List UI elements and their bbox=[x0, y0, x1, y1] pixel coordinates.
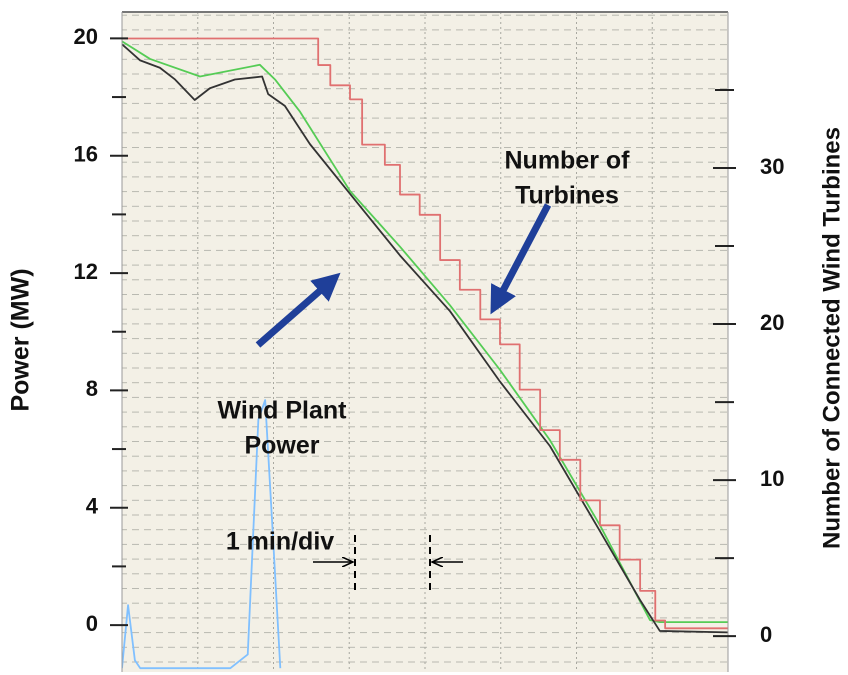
y-tick-label: 16 bbox=[74, 142, 98, 167]
series-line bbox=[122, 43, 728, 634]
y-tick-label: 0 bbox=[86, 611, 98, 636]
series-layer bbox=[122, 37, 728, 670]
series-line bbox=[122, 37, 728, 630]
y2-tick-label: 30 bbox=[760, 154, 784, 179]
y-tick-label: 4 bbox=[86, 494, 99, 519]
y-tick-label: 12 bbox=[74, 259, 98, 284]
series-line bbox=[122, 399, 282, 670]
y-axis-label: Power (MW) bbox=[7, 268, 35, 411]
annotations: Wind Plant Power Number of Turbines 1 min/di… bbox=[218, 147, 631, 556]
annotation: 1 min/div bbox=[226, 528, 334, 556]
y2-tick-label: 10 bbox=[760, 466, 784, 491]
y-tick-label: 8 bbox=[86, 376, 98, 401]
annotation: Wind Plant bbox=[218, 397, 348, 425]
arrow-power bbox=[255, 272, 341, 348]
y2-tick-label: 20 bbox=[760, 310, 784, 335]
y2-tick-label: 0 bbox=[760, 622, 772, 647]
annotation: Turbines bbox=[515, 182, 619, 210]
axes: 0 4 8 12 16 20 0 10 20 30 bbox=[74, 24, 785, 647]
annotation: Power bbox=[244, 432, 319, 460]
y2-axis-label: Number of Connected Wind Turbines bbox=[818, 127, 845, 549]
y-tick-label: 20 bbox=[74, 24, 98, 49]
arrow-turbines bbox=[490, 203, 552, 315]
annotation: Number of bbox=[505, 147, 631, 175]
